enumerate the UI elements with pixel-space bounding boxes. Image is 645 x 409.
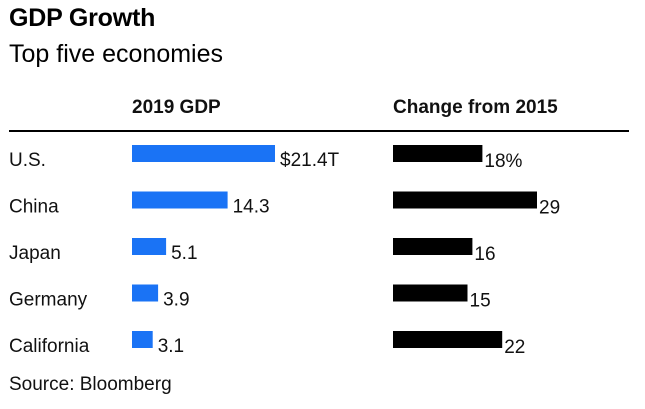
category-label-u-s: U.S. — [9, 150, 46, 171]
gdp-value-label-china: 14.3 — [233, 197, 270, 218]
category-label-japan: Japan — [9, 243, 61, 264]
gdp-bar-u-s — [132, 145, 275, 162]
chart-subtitle: Top five economies — [9, 40, 224, 68]
change-bar-california — [393, 331, 503, 348]
gdp-value-label-california: 3.1 — [158, 336, 184, 357]
change-value-label-china: 29 — [539, 198, 560, 219]
change-bar-u-s — [393, 145, 483, 162]
gdp-bar-japan — [132, 238, 167, 255]
category-label-china: China — [9, 197, 59, 218]
change-value-label-california: 22 — [504, 337, 525, 358]
gdp-bar-china — [132, 191, 228, 209]
category-label-germany: Germany — [9, 290, 88, 311]
change-value-label-u-s: 18% — [484, 151, 522, 172]
change-bar-china — [393, 191, 537, 209]
change-bar-japan — [393, 238, 473, 255]
series-header-change: Change from 2015 — [393, 97, 558, 118]
series-header-gdp: 2019 GDP — [132, 97, 221, 118]
gdp-bar-germany — [132, 284, 159, 302]
gdp-bar-california — [132, 331, 153, 348]
change-value-label-japan: 16 — [474, 244, 495, 265]
chart-rows: U.S. $21.4T 18% China 14.3 29 Japan 5.1 16 German… — [9, 145, 560, 358]
source-note: Source: Bloomberg — [9, 374, 172, 395]
chart-title: GDP Growth — [9, 4, 156, 32]
change-bar-germany — [393, 284, 468, 302]
gdp-value-label-japan: 5.1 — [171, 243, 197, 264]
change-value-label-germany: 15 — [470, 291, 491, 312]
category-label-california: California — [9, 336, 90, 357]
gdp-value-label-germany: 3.9 — [163, 290, 189, 311]
gdp-value-label-u-s: $21.4T — [280, 150, 340, 171]
